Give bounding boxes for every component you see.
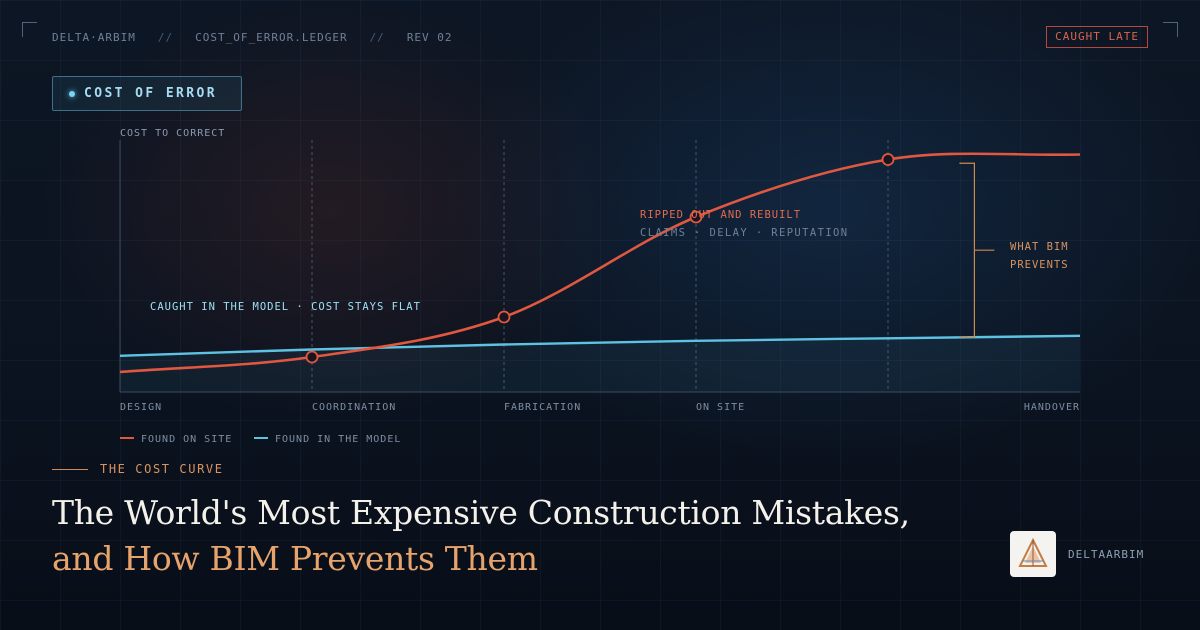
x-tick-label: COORDINATION [312, 402, 396, 413]
bracket-label-line2: PREVENTS [1010, 259, 1069, 271]
eyebrow-label: THE COST CURVE [100, 462, 224, 476]
title-line-1: The World's Most Expensive Construction … [52, 493, 910, 532]
eyebrow: THE COST CURVE [52, 462, 224, 476]
breadcrumb-separator: // [369, 31, 385, 44]
annotation-site-title: RIPPED OUT AND REBUILT [640, 209, 801, 221]
brand-logo [1010, 531, 1056, 577]
breadcrumb: DELTA·ARBIM // COST_OF_ERROR.LEDGER // R… [52, 31, 453, 44]
breadcrumb-separator: // [157, 31, 174, 44]
annotation-model-note: CAUGHT IN THE MODEL · COST STAYS FLAT [150, 301, 421, 313]
legend-label-model: FOUND IN THE MODEL [275, 434, 401, 445]
model-area-fill [120, 335, 1080, 392]
what-bim-prevents-bracket [959, 162, 995, 338]
legend-label-site: FOUND ON SITE [141, 434, 232, 445]
breadcrumb-brand: DELTA·ARBIM [52, 31, 136, 44]
annotation-site-subtitle: CLAIMS · DELAY · REPUTATION [640, 227, 848, 239]
x-tick-label: HANDOVER [1024, 402, 1080, 413]
data-point-marker [689, 210, 703, 224]
status-dot-icon [69, 90, 75, 97]
data-point-marker [881, 153, 895, 166]
status-badge: CAUGHT LATE [1046, 26, 1148, 48]
series-line-found-in-model [119, 334, 1081, 357]
y-axis-label: COST TO CORRECT [120, 128, 225, 139]
x-tick-label: DESIGN [120, 402, 162, 413]
series-line-found-on-site [119, 152, 1081, 374]
corner-mark-top-right [1163, 22, 1178, 37]
delta-logo-icon [1018, 537, 1048, 567]
bracket-label-line1: WHAT BIM [1010, 241, 1069, 253]
section-pill-label: COST OF ERROR [84, 86, 217, 101]
eyebrow-rule [52, 468, 88, 470]
x-tick-label: FABRICATION [504, 402, 581, 413]
brand-name: DELTAARBIM [1068, 548, 1145, 561]
breadcrumb-revision: REV 02 [406, 31, 453, 44]
data-point-marker [305, 350, 319, 364]
breadcrumb-file: COST_OF_ERROR.LEDGER [195, 31, 348, 44]
page-title: The World's Most Expensive Construction … [52, 490, 910, 582]
data-point-marker [497, 310, 511, 324]
section-pill: COST OF ERROR [52, 76, 242, 111]
title-line-2: and How BIM Prevents Them [52, 539, 538, 578]
x-tick-label: ON SITE [696, 402, 745, 413]
legend: FOUND ON SITE FOUND IN THE MODEL [120, 434, 401, 445]
corner-mark-top-left [22, 22, 37, 37]
